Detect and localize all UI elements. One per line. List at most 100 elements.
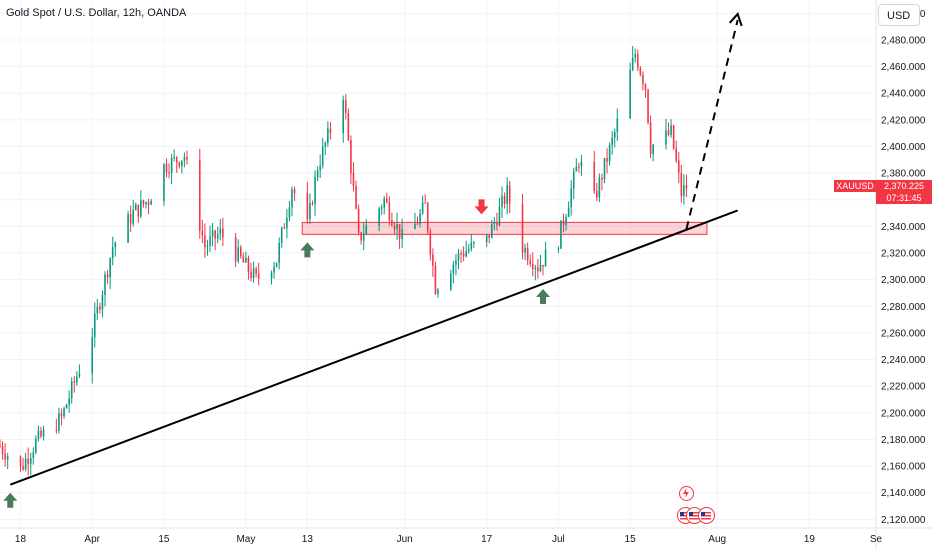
candle xyxy=(357,204,360,236)
candle-body xyxy=(147,202,150,205)
y-tick-label: 2,280.000 xyxy=(881,302,926,313)
candle xyxy=(181,160,183,174)
up-arrow-icon[interactable] xyxy=(536,288,551,304)
candle-body xyxy=(365,225,368,235)
up-arrow-icon[interactable] xyxy=(300,242,315,258)
candles xyxy=(0,46,688,476)
candle-body xyxy=(539,264,542,272)
candle xyxy=(613,128,616,148)
candle xyxy=(109,257,111,290)
candle-body xyxy=(421,202,424,214)
candle-body xyxy=(450,273,452,290)
x-tick-label: Aug xyxy=(708,534,726,545)
candle-body xyxy=(526,248,529,261)
candle xyxy=(252,261,255,283)
candle-body xyxy=(173,157,175,159)
candle-body xyxy=(245,257,247,263)
candle xyxy=(273,261,275,279)
up-arrow-icon[interactable] xyxy=(3,492,18,508)
candle xyxy=(58,407,60,434)
candle-body xyxy=(498,206,501,226)
candle xyxy=(450,269,452,291)
candle xyxy=(639,66,642,77)
candle xyxy=(498,197,501,227)
candle xyxy=(22,457,24,472)
y-tick-label: 2,480.000 xyxy=(881,35,926,46)
trendline[interactable] xyxy=(9,209,739,486)
candle-body xyxy=(163,164,165,201)
candle xyxy=(173,149,175,162)
candle xyxy=(565,213,567,231)
candle-body xyxy=(537,267,539,272)
candle xyxy=(283,223,286,229)
candle-body xyxy=(631,57,634,70)
candle-body xyxy=(247,257,250,272)
candle-body xyxy=(611,137,613,145)
candle xyxy=(206,239,209,256)
flag-icon[interactable] xyxy=(698,507,715,524)
lightning-icon[interactable] xyxy=(679,486,694,501)
candle-body xyxy=(60,413,63,417)
candle xyxy=(414,212,416,230)
candle xyxy=(286,209,288,239)
candle-body xyxy=(168,172,170,174)
candle-body xyxy=(42,429,45,437)
y-tick-label: 2,240.000 xyxy=(881,355,926,366)
candle xyxy=(140,190,142,219)
candle xyxy=(575,158,578,172)
candle xyxy=(424,194,426,204)
candle-body xyxy=(680,172,683,196)
candle xyxy=(572,167,575,200)
candle-body xyxy=(391,220,393,226)
candle xyxy=(40,426,42,439)
projection-line[interactable] xyxy=(685,19,739,230)
candle xyxy=(378,206,380,232)
candle-body xyxy=(606,158,608,162)
currency-button[interactable]: USD xyxy=(878,4,920,26)
candle xyxy=(145,201,147,209)
candle-body xyxy=(22,465,24,470)
candle xyxy=(321,137,324,169)
candle xyxy=(175,156,178,173)
candle xyxy=(578,162,580,173)
candle xyxy=(183,152,186,168)
candle-body xyxy=(672,125,675,149)
candle-body xyxy=(565,216,567,225)
resistance-zone[interactable] xyxy=(301,221,708,235)
candle-body xyxy=(314,177,316,205)
candle xyxy=(429,228,432,261)
candle-body xyxy=(496,222,498,226)
candle xyxy=(649,115,652,158)
candle xyxy=(398,223,401,249)
candle-body xyxy=(567,207,570,217)
candle xyxy=(186,150,188,165)
candle xyxy=(309,193,311,225)
y-tick-label: 2,320.000 xyxy=(881,249,926,260)
candle-body xyxy=(601,177,603,180)
candle-body xyxy=(40,430,42,437)
candle xyxy=(647,88,649,125)
candle xyxy=(101,290,104,318)
candle xyxy=(178,161,181,169)
candle xyxy=(314,170,316,216)
candle xyxy=(580,154,583,176)
y-tick-label: 2,300.000 xyxy=(881,275,926,286)
candle-body xyxy=(350,139,352,174)
candle xyxy=(544,241,547,267)
candle xyxy=(506,177,508,215)
candle-body xyxy=(670,125,672,135)
candle xyxy=(342,95,345,143)
candle xyxy=(255,266,257,278)
candle xyxy=(611,130,613,155)
candle-body xyxy=(544,249,547,267)
candle-body xyxy=(76,376,78,383)
candle xyxy=(201,219,204,244)
candle-body xyxy=(460,253,462,255)
candle-body xyxy=(542,264,544,267)
candle-body xyxy=(677,160,680,173)
candle xyxy=(465,240,467,258)
candle xyxy=(490,220,493,239)
down-arrow-icon[interactable] xyxy=(474,199,489,215)
candle-body xyxy=(324,142,327,147)
